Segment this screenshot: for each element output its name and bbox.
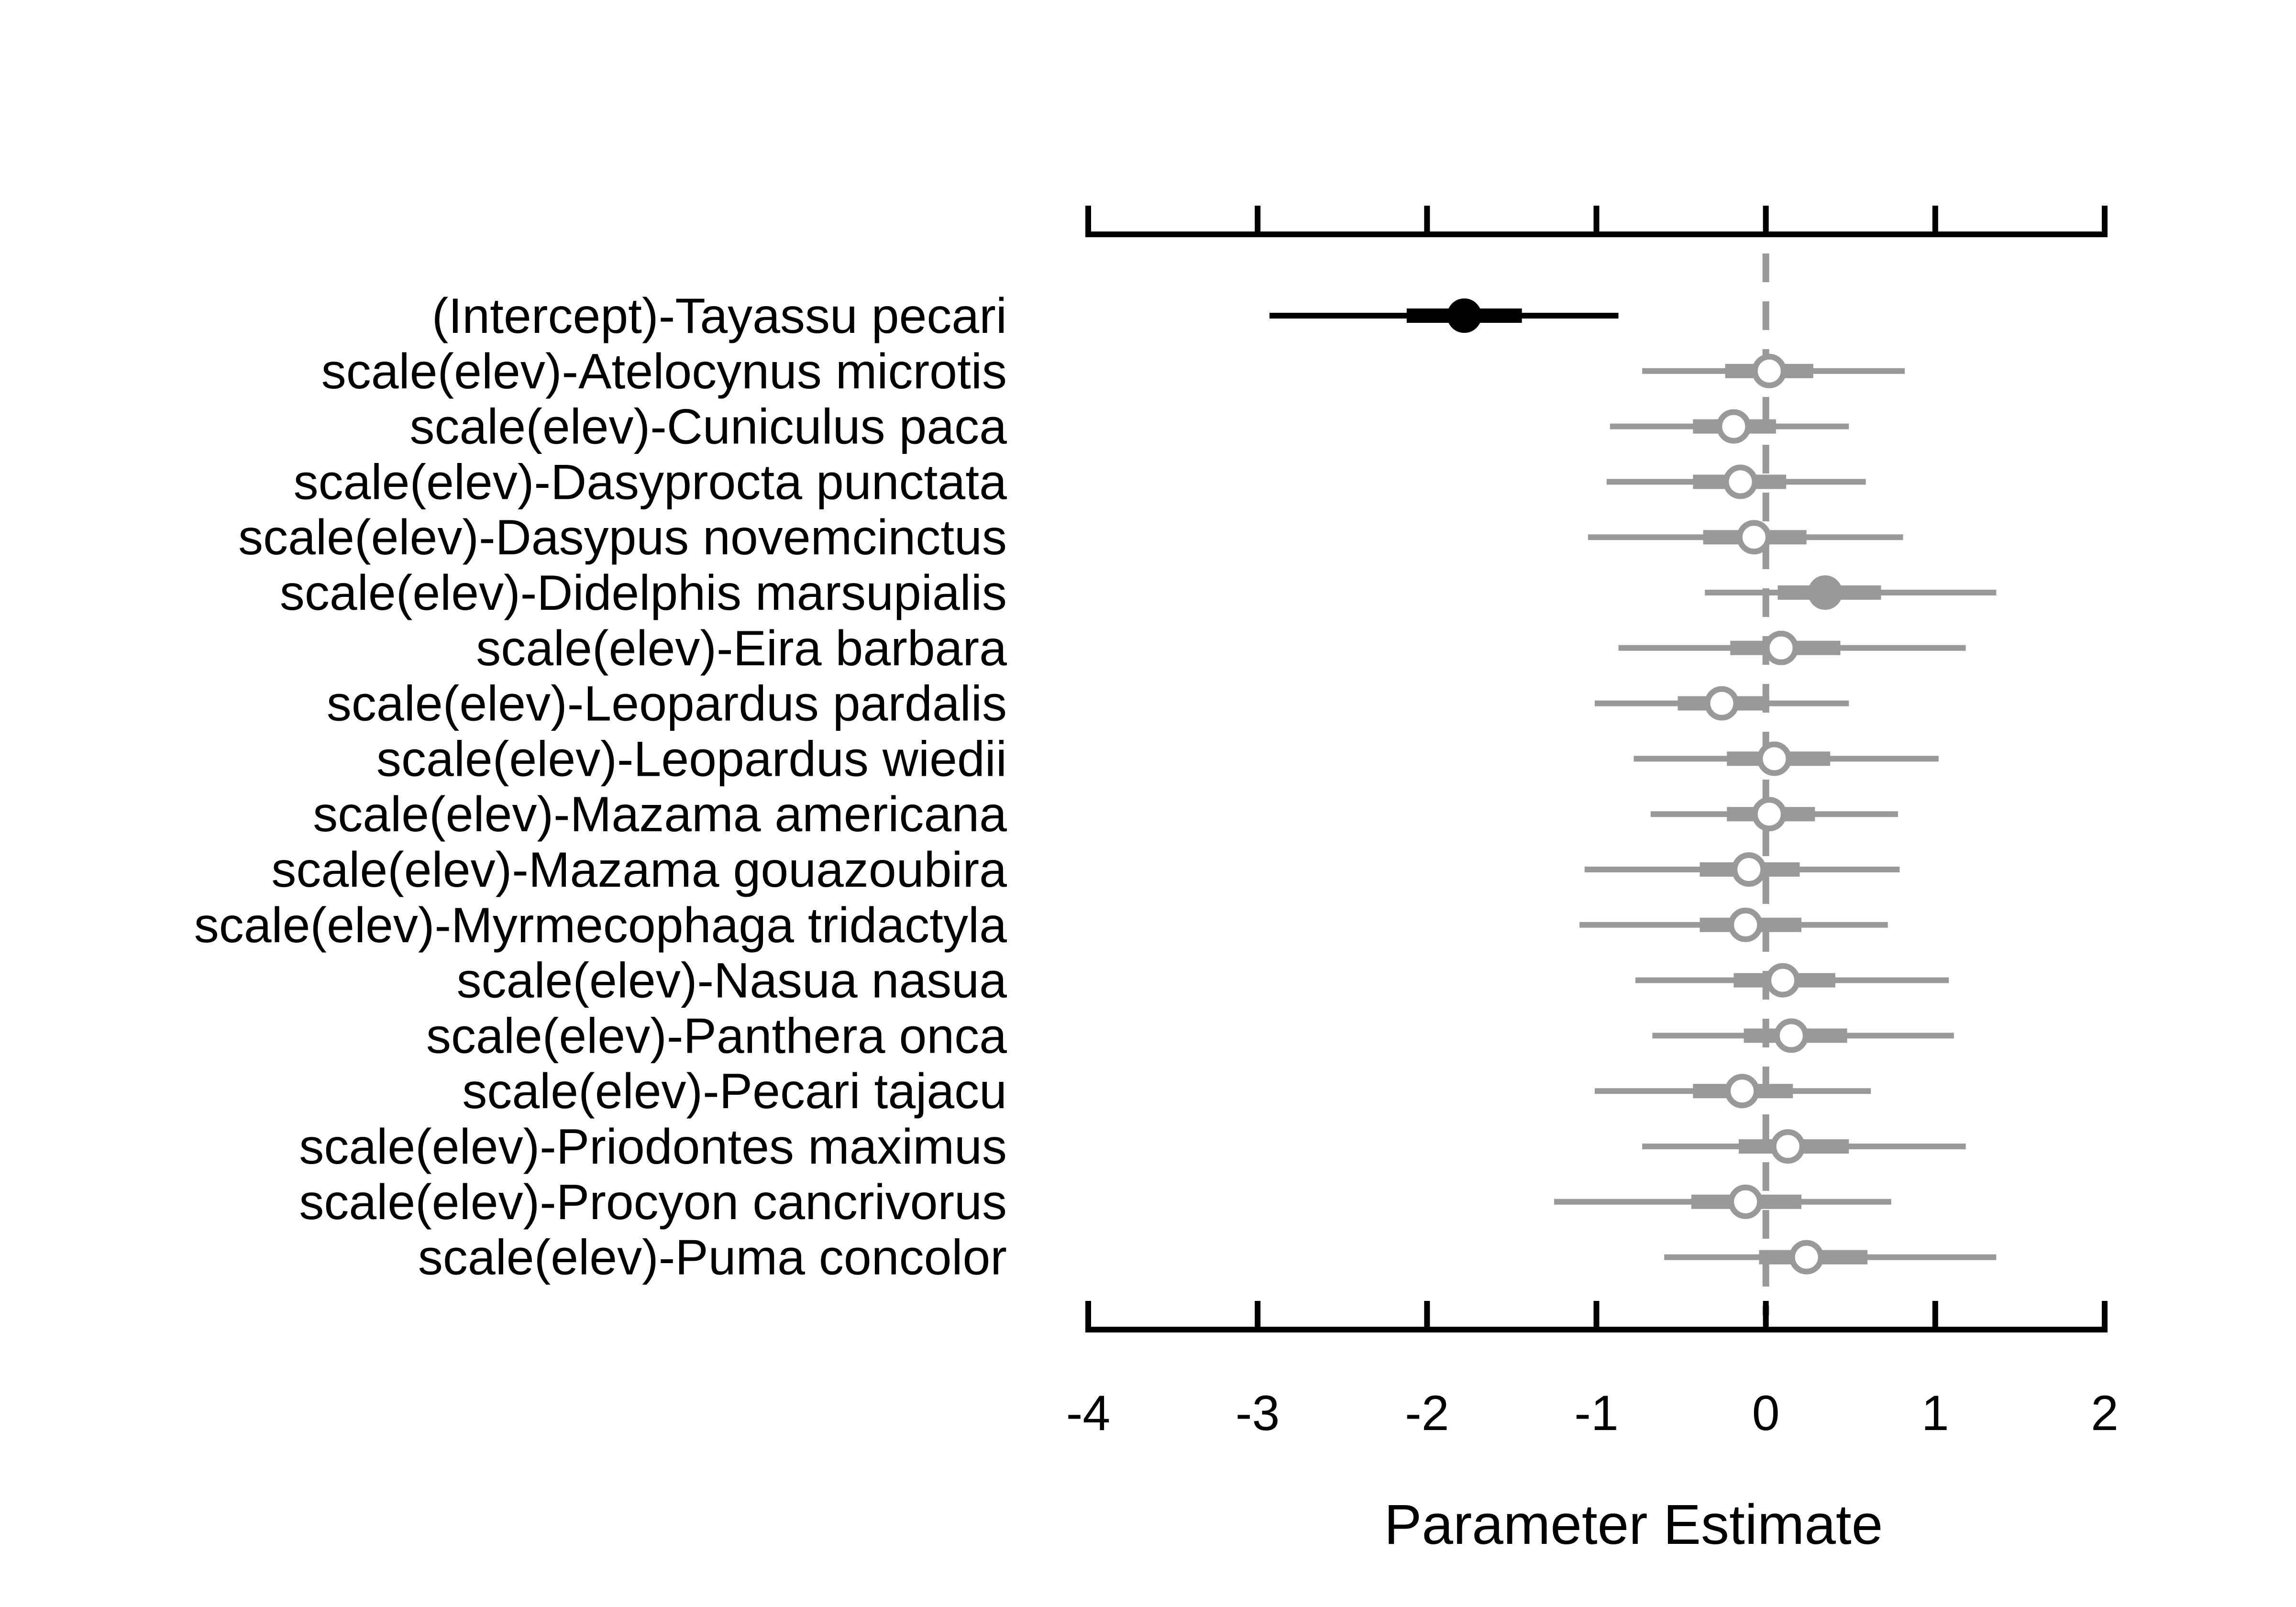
estimate-row xyxy=(1652,1018,1954,1053)
point-estimate xyxy=(1447,298,1482,333)
row-label: scale(elev)-Nasua nasua xyxy=(457,953,1007,1009)
marks-layer xyxy=(1269,298,1997,1275)
row-label: scale(elev)-Myrmecophaga tridactyla xyxy=(194,898,1007,953)
point-estimate xyxy=(1766,963,1800,998)
row-label: scale(elev)-Mazama gouazoubira xyxy=(271,842,1007,898)
row-label: scale(elev)-Panthera onca xyxy=(426,1008,1007,1064)
point-estimate xyxy=(1757,741,1792,776)
x-tick-label: 1 xyxy=(1921,1386,1949,1441)
estimate-row xyxy=(1594,1074,1871,1109)
point-estimate xyxy=(1716,409,1751,444)
row-label: scale(elev)-Eira barbara xyxy=(476,621,1007,676)
point-estimate xyxy=(1728,907,1763,942)
estimate-row xyxy=(1584,852,1900,887)
estimate-row xyxy=(1610,409,1849,444)
estimate-row xyxy=(1635,963,1949,998)
x-tick-label: 2 xyxy=(2091,1386,2119,1441)
point-estimate xyxy=(1764,630,1799,665)
point-estimate xyxy=(1736,520,1771,555)
row-label: scale(elev)-Pecari tajacu xyxy=(462,1064,1007,1119)
row-label: scale(elev)-Dasypus novemcinctus xyxy=(238,510,1007,565)
point-estimate xyxy=(1728,1184,1763,1219)
row-label: scale(elev)-Mazama americana xyxy=(313,787,1007,842)
x-tick-label: -1 xyxy=(1574,1386,1618,1441)
x-tick-label: 0 xyxy=(1752,1386,1780,1441)
point-estimate xyxy=(1732,852,1766,887)
estimate-row xyxy=(1705,575,1997,610)
estimate-row xyxy=(1634,741,1939,776)
estimate-row xyxy=(1269,298,1619,333)
point-estimate xyxy=(1789,1240,1824,1275)
row-label: scale(elev)-Atelocynus microtis xyxy=(321,344,1007,399)
row-label: scale(elev)-Dasyprocta punctata xyxy=(294,454,1007,510)
point-estimate xyxy=(1770,1129,1805,1164)
point-estimate xyxy=(1774,1018,1809,1053)
estimate-row xyxy=(1664,1240,1997,1275)
estimate-row xyxy=(1642,1129,1966,1164)
row-label: scale(elev)-Leopardus pardalis xyxy=(327,676,1007,732)
estimate-row xyxy=(1594,686,1849,721)
row-label: scale(elev)-Leopardus wiedii xyxy=(376,731,1007,787)
estimate-row xyxy=(1642,353,1905,388)
point-estimate xyxy=(1752,797,1787,832)
estimate-row xyxy=(1650,797,1898,832)
axes-layer: -4 -3 -2 -1 0 1 2 xyxy=(1066,206,2119,1441)
row-label: scale(elev)-Puma concolor xyxy=(418,1230,1007,1286)
estimate-row xyxy=(1588,520,1903,555)
estimate-row xyxy=(1618,630,1966,665)
row-label: scale(elev)-Cuniculus paca xyxy=(409,399,1007,455)
point-estimate xyxy=(1725,1074,1760,1109)
row-label: (Intercept)-Tayassu pecari xyxy=(432,288,1007,344)
x-tick-label: -4 xyxy=(1066,1386,1110,1441)
point-estimate xyxy=(1752,353,1787,388)
x-axis-title: Parameter Estimate xyxy=(1384,1493,1883,1556)
point-estimate xyxy=(1808,575,1843,610)
row-labels-layer: (Intercept)-Tayassu pecariscale(elev)-At… xyxy=(194,288,1007,1286)
estimate-row xyxy=(1606,464,1866,499)
row-label: scale(elev)-Didelphis marsupialis xyxy=(280,565,1007,621)
row-label: scale(elev)-Priodontes maximus xyxy=(299,1119,1007,1175)
estimate-row xyxy=(1554,1184,1891,1219)
point-estimate xyxy=(1723,464,1758,499)
x-tick-label: -2 xyxy=(1405,1386,1449,1441)
estimate-row xyxy=(1579,907,1888,942)
row-label: scale(elev)-Procyon cancrivorus xyxy=(299,1175,1007,1230)
point-estimate xyxy=(1704,686,1739,721)
x-tick-label: -3 xyxy=(1236,1386,1280,1441)
